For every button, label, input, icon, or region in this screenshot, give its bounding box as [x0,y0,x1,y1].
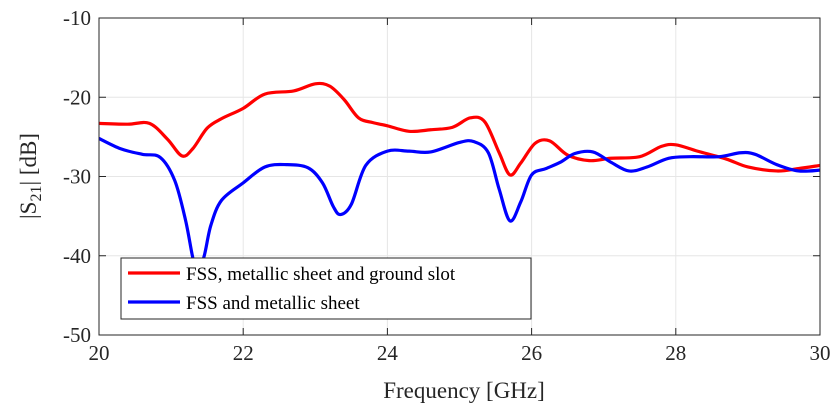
y-axis-title: |S21| [dB] [16,133,45,219]
y-tick-label: -20 [63,85,91,109]
tick-labels: 20 22 24 26 28 30 -10 -20 -30 -40 -50 [63,6,831,365]
x-tick-label: 20 [89,341,110,365]
x-tick-label: 26 [521,341,542,365]
x-tick-label: 28 [665,341,686,365]
legend-label-blue: FSS and metallic sheet [186,293,360,314]
y-axis-title-post: | [dB] [16,133,41,186]
x-axis-title: Frequency [GHz] [383,378,545,403]
legend: FSS, metallic sheet and ground slot FSS … [120,257,532,320]
series-line-red [99,81,820,177]
legend-box [120,257,532,320]
axis-ticks [98,17,821,336]
y-axis-title-pre: |S [16,202,41,219]
legend-label-red: FSS, metallic sheet and ground slot [186,264,456,285]
x-tick-label: 30 [810,341,831,365]
y-axis-title-sub: 21 [28,186,45,202]
y-tick-label: -10 [63,6,91,30]
x-tick-label: 24 [377,341,399,365]
y-tick-label: -40 [63,244,91,268]
y-tick-label: -50 [63,323,91,347]
x-tick-label: 22 [233,341,254,365]
y-tick-label: -30 [63,165,91,189]
